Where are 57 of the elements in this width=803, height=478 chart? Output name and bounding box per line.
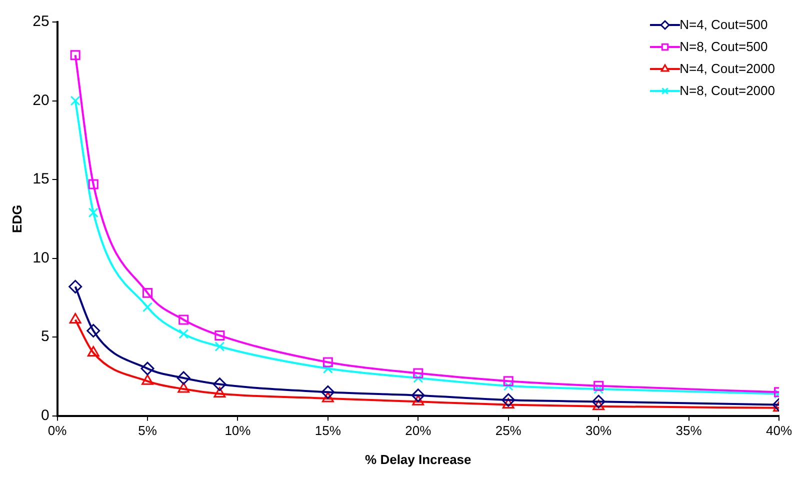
point [214,386,226,398]
x-tick-label: 5% [138,423,158,438]
point [88,179,98,190]
y-tick-label: 20 [32,92,50,109]
point [178,314,189,325]
y-tick-label: 15 [32,170,50,188]
legend-label: N=8, Cout=2000 [680,82,775,100]
point [140,362,154,376]
x-tick-label: 15% [314,423,342,438]
point [88,208,98,218]
point [502,393,516,407]
point [214,342,225,352]
y-axis-title: EDG [9,204,24,233]
x-tick-label: 25% [495,423,522,438]
point [212,378,226,392]
y-tick-label: 0 [40,406,50,424]
point [178,382,190,393]
point [68,280,82,294]
point [412,394,424,406]
legend-label: N=4, Cout=2000 [680,60,775,78]
point [503,380,514,391]
point [142,374,154,385]
point [411,388,425,402]
legend-label: N=4, Cout=500 [680,16,768,34]
point [86,324,100,338]
point [594,384,604,394]
x-tick-label: 30% [586,423,612,438]
point [592,394,606,408]
point [176,371,190,385]
legend-label: N=8, Cout=500 [680,38,768,56]
y-tick-label: 10 [32,249,50,266]
point [322,364,333,374]
point [87,346,100,357]
point [178,328,189,339]
point [503,376,514,386]
x-tick-label: 20% [405,423,432,438]
y-tick-label: 25 [32,13,50,30]
x-tick-label: 10% [224,423,252,438]
point [69,312,82,324]
point [321,385,335,399]
x-tick-label: 35% [676,423,702,438]
point [322,392,334,402]
y-tick-label: 5 [40,328,50,346]
point [70,96,80,106]
point [214,330,225,340]
point [413,373,424,383]
point [70,50,80,60]
x-tick-label: 40% [766,423,792,438]
point [592,400,605,410]
point [413,368,424,378]
point [322,357,333,368]
point [502,398,514,409]
x-axis-title: % Delay Increase [365,452,472,467]
point [142,302,152,312]
x-tick-label: 0% [48,423,68,438]
point [142,288,152,298]
point [594,380,604,391]
